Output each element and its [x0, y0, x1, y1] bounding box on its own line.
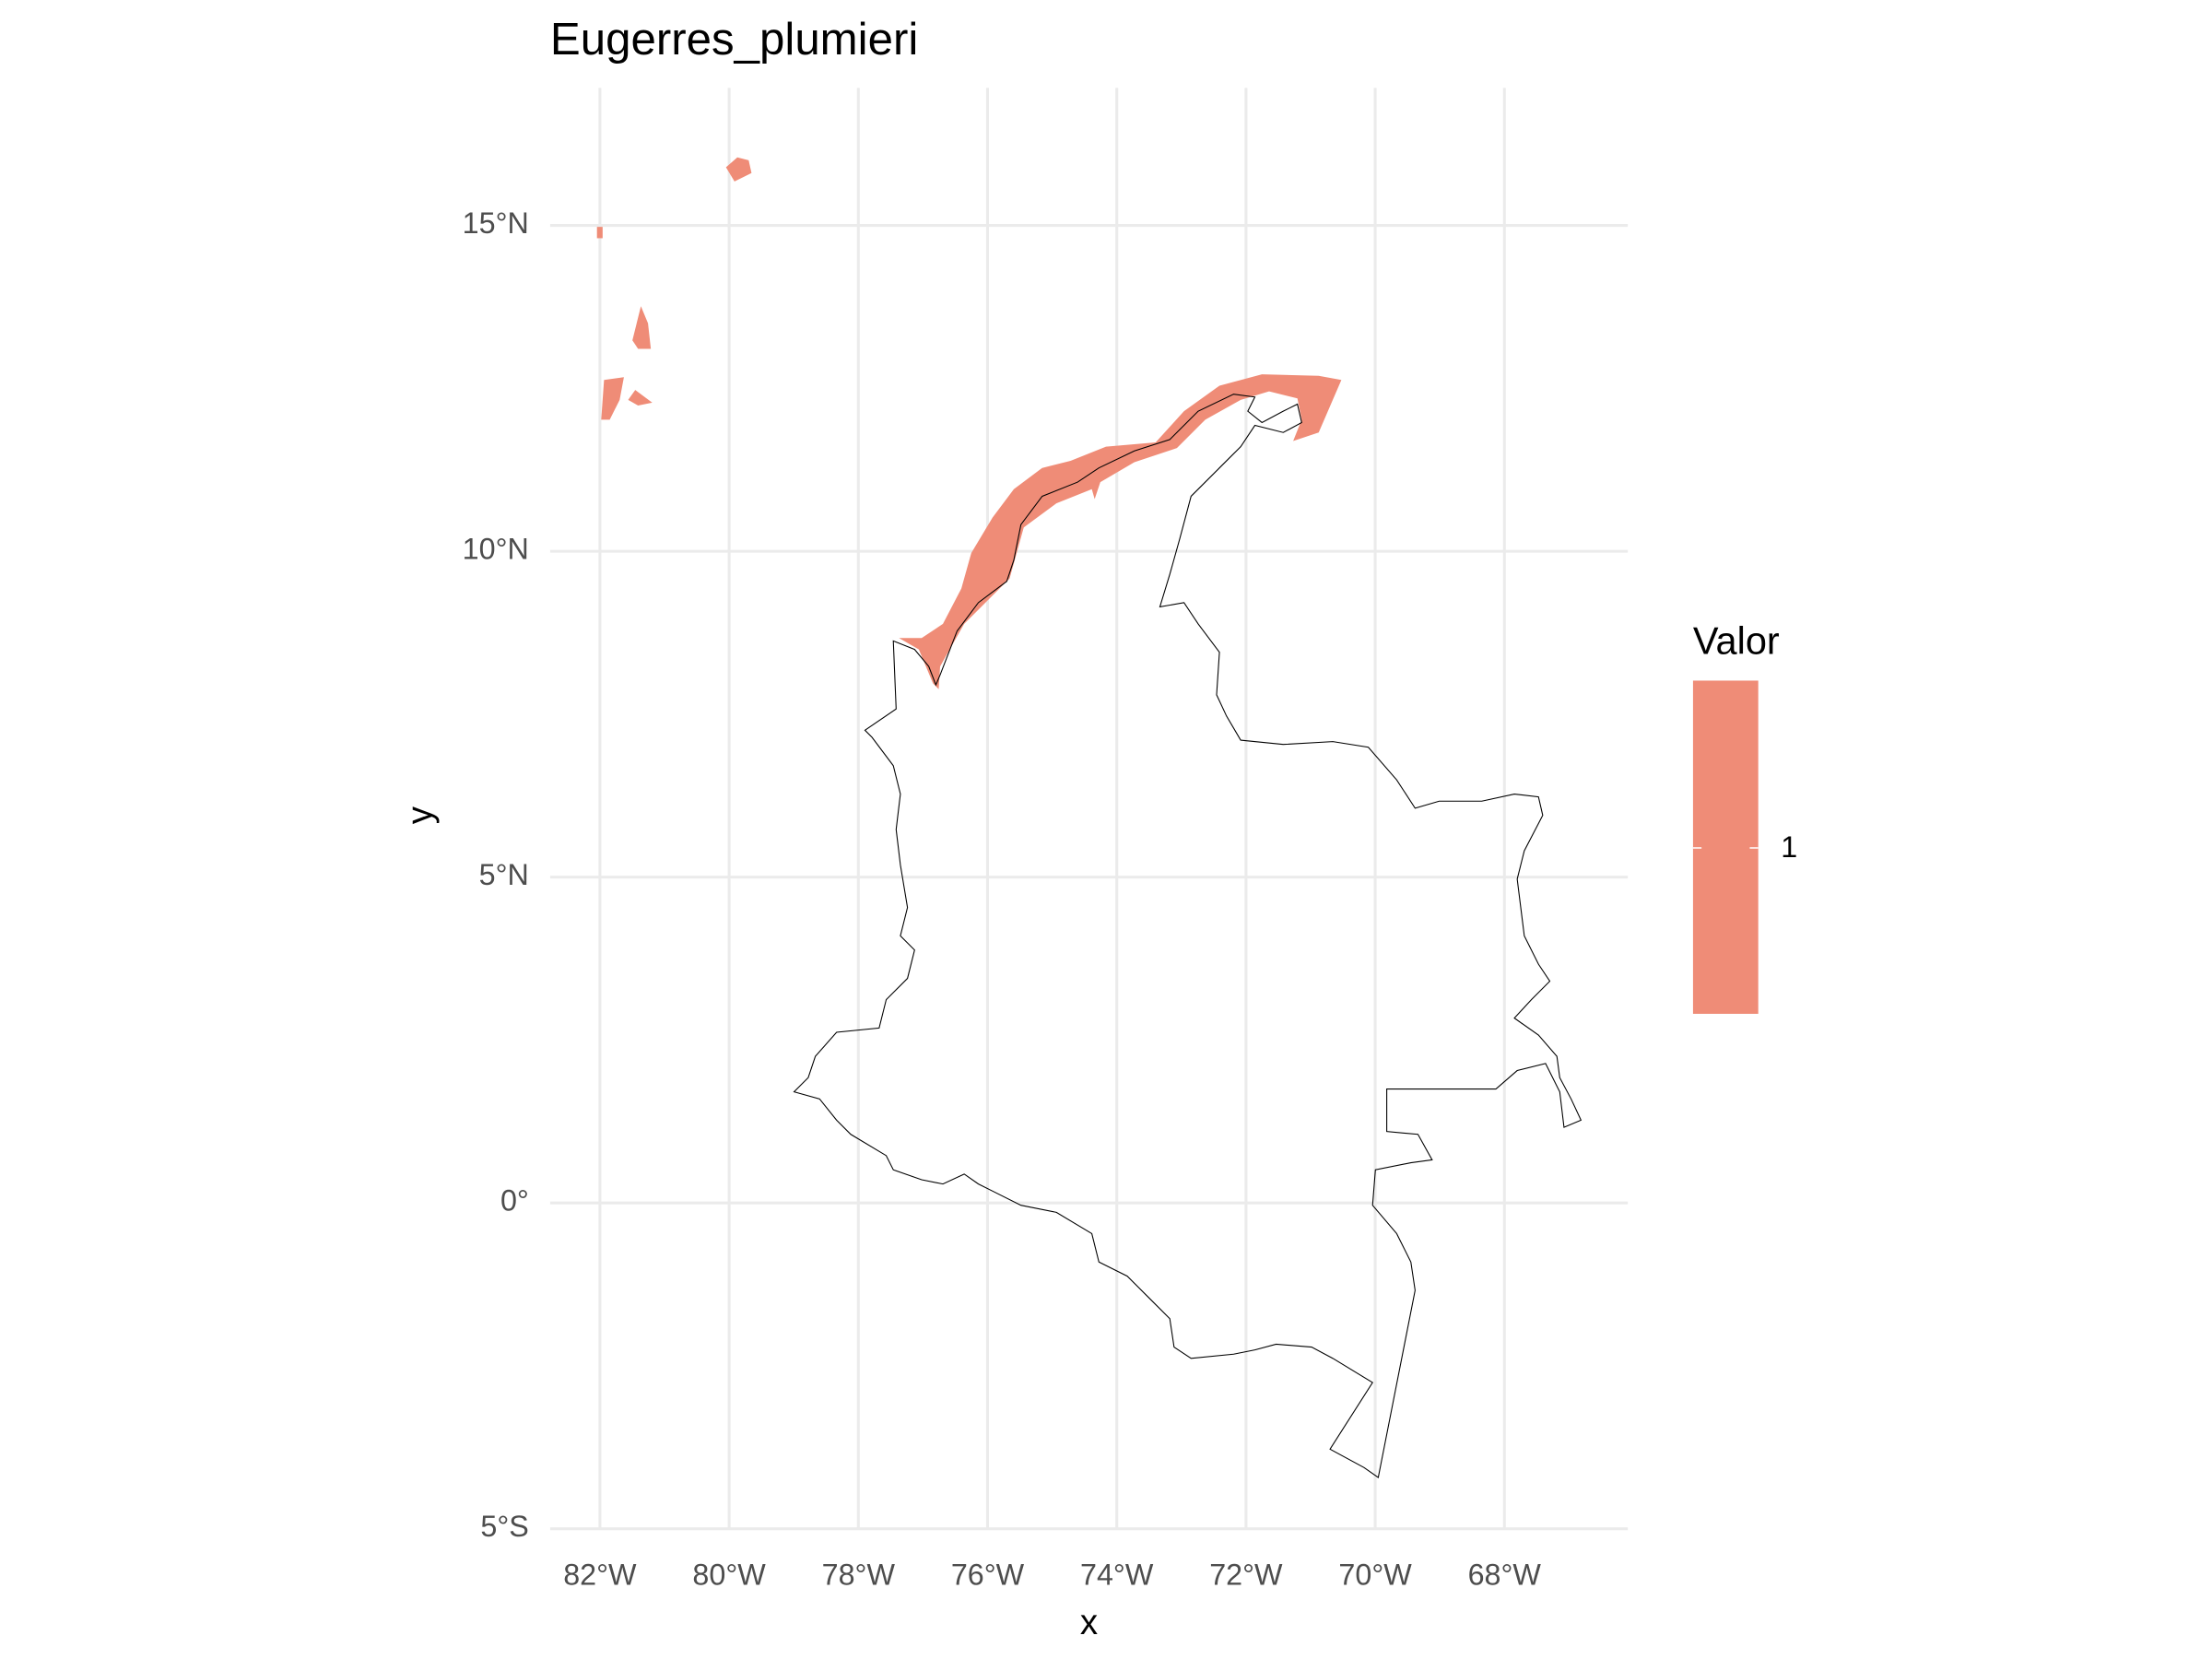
distribution-island	[632, 306, 652, 349]
x-tick-label: 70°W	[1338, 1558, 1412, 1591]
plot: 82°W 80°W 78°W 76°W 74°W 72°W 70°W 68°W 5°S 0° 5°N…	[401, 14, 1798, 1642]
distribution-island	[601, 377, 624, 420]
legend-label: 1	[1781, 830, 1797, 864]
x-axis-title: x	[1080, 1603, 1098, 1642]
legend-title: Valor	[1693, 618, 1780, 662]
x-tick-label: 80°W	[692, 1558, 766, 1591]
country-outline	[793, 394, 1583, 1478]
map-layer	[596, 157, 1583, 1478]
y-tick-label: 5°S	[480, 1510, 528, 1543]
distribution-island	[596, 227, 603, 239]
distribution-island	[725, 157, 752, 182]
grid	[549, 88, 1629, 1531]
x-tick-label: 74°W	[1080, 1558, 1154, 1591]
y-tick-label: 15°N	[463, 206, 529, 240]
x-tick-label: 82°W	[563, 1558, 637, 1591]
x-tick-label: 78°W	[822, 1558, 896, 1591]
x-tick-label: 68°W	[1468, 1558, 1542, 1591]
x-tick-label: 76°W	[951, 1558, 1025, 1591]
y-axis-title: y	[401, 806, 441, 824]
y-tick-label: 5°N	[479, 858, 529, 891]
x-tick-label: 72°W	[1209, 1558, 1283, 1591]
legend-key	[1692, 680, 1759, 1014]
y-tick-label: 0°	[500, 1184, 529, 1218]
distribution-area	[899, 374, 1342, 689]
axes: 82°W 80°W 78°W 76°W 74°W 72°W 70°W 68°W 5°S 0° 5°N…	[463, 206, 1542, 1591]
chart-title: Eugerres_plumieri	[550, 14, 918, 65]
distribution-island	[628, 390, 653, 406]
legend: Valor 1	[1692, 618, 1797, 1014]
y-tick-label: 10°N	[463, 533, 529, 566]
